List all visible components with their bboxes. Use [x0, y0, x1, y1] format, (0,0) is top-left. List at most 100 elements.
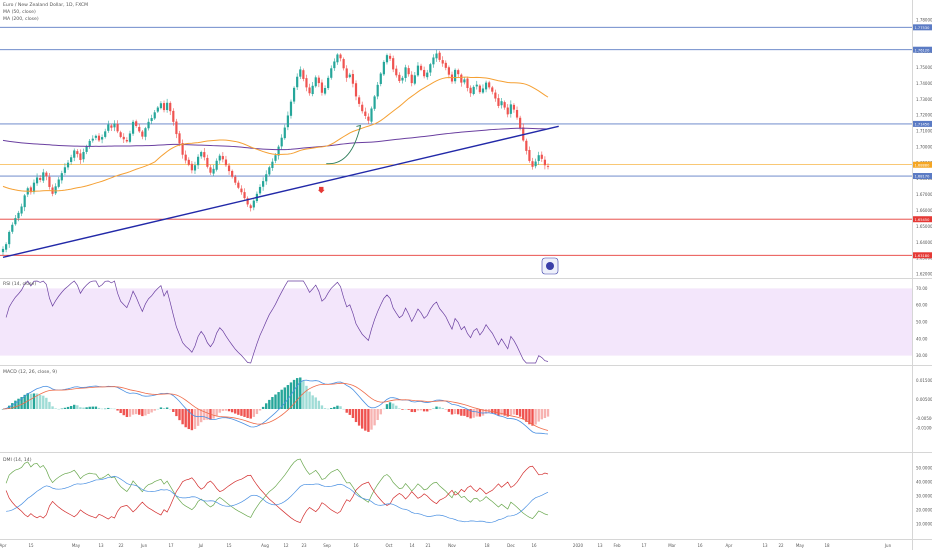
- macd-hist-bar: [376, 409, 379, 421]
- candle-body: [500, 101, 503, 106]
- macd-axis-tick-2: -0.00500: [916, 416, 932, 421]
- macd-hist-bar: [326, 408, 330, 410]
- macd-hist-bar: [100, 408, 104, 410]
- candle-body: [543, 159, 547, 166]
- macd-hist-bar: [76, 405, 79, 409]
- candle-body: [546, 165, 550, 167]
- candle-body: [175, 121, 178, 135]
- candle-body: [231, 170, 234, 177]
- macd-hist-bar: [38, 394, 42, 409]
- macd-hist-bar: [97, 407, 101, 409]
- macd-hist-bar: [14, 400, 17, 409]
- macd-hist-bar: [17, 398, 20, 409]
- candle-body: [212, 168, 215, 174]
- macd-hist-bar: [339, 406, 342, 409]
- ma50-legend: MA (50, close): [3, 10, 36, 15]
- candle-body: [333, 61, 336, 69]
- candle-body: [181, 143, 184, 155]
- x-axis-tick-10: 12: [283, 543, 289, 548]
- candle-body: [224, 159, 228, 166]
- macd-hist-bar: [320, 405, 324, 409]
- x-axis-tick-14: Oct: [386, 543, 393, 548]
- macd-hist-bar: [512, 409, 516, 415]
- candle-body: [345, 68, 348, 78]
- macd-hist-bar: [271, 397, 274, 409]
- macd-hist-bar: [401, 409, 404, 410]
- candle-body: [317, 77, 320, 84]
- macd-hist-bar: [314, 397, 317, 409]
- macd-hist-bar: [48, 401, 51, 409]
- candle-body: [416, 65, 420, 76]
- candle-body: [79, 153, 82, 160]
- macd-hist-bar: [531, 409, 534, 426]
- macd-hist-bar: [543, 409, 547, 419]
- candle-body: [519, 117, 522, 129]
- candle-body: [206, 157, 209, 167]
- macd-hist-bar: [289, 382, 293, 409]
- candle-body: [373, 96, 376, 109]
- macd-hist-bar: [460, 409, 463, 416]
- macd-hist-bar: [11, 403, 14, 409]
- macd-hist-bar: [57, 408, 60, 410]
- macd-hist-bar: [187, 409, 190, 430]
- macd-hist-bar: [323, 408, 327, 409]
- macd-hist-bar: [169, 408, 172, 410]
- candle-body: [42, 172, 45, 181]
- candle-body: [364, 111, 367, 116]
- candle-body: [398, 74, 401, 82]
- macd-hist-bar: [265, 403, 268, 409]
- level-tag-text-4: 1.68170: [915, 175, 931, 179]
- macd-hist-bar: [484, 409, 488, 414]
- macd-hist-bar: [116, 409, 119, 411]
- macd-hist-bar: [494, 409, 497, 414]
- macd-hist-bar: [159, 407, 163, 409]
- candle-body: [141, 131, 144, 137]
- macd-hist-bar: [54, 408, 57, 409]
- candle-body: [314, 77, 317, 87]
- candle-body: [469, 87, 472, 94]
- macd-hist-bar: [475, 409, 478, 417]
- macd-hist-bar: [79, 407, 82, 409]
- macd-hist-bar: [85, 407, 88, 409]
- macd-hist-bar: [258, 409, 262, 411]
- x-axis-tick-31: 18: [824, 543, 830, 548]
- candle-body: [367, 116, 370, 121]
- candle-body: [296, 76, 299, 88]
- macd-hist-bar: [1, 409, 5, 410]
- macd-hist-bar: [125, 409, 129, 418]
- x-axis-tick-8: 15: [226, 543, 232, 548]
- rsi-line: [5, 280, 549, 364]
- x-axis-tick-32: Jun: [884, 543, 892, 548]
- candle-body: [203, 152, 206, 158]
- macd-hist-bar: [212, 409, 215, 419]
- candle-body: [91, 138, 94, 141]
- x-axis-tick-18: 18: [484, 543, 490, 548]
- candle-body: [274, 155, 277, 161]
- macd-hist-bar: [234, 409, 237, 414]
- macd-hist-bar: [361, 409, 364, 429]
- macd-hist-bar: [221, 409, 225, 412]
- macd-axis-tick-1: 0.00500: [916, 397, 932, 402]
- candle-body: [370, 108, 373, 122]
- price-axis-tick: 1.74000: [916, 81, 932, 86]
- macd-hist-bar: [453, 409, 457, 415]
- macd-hist-bar: [255, 409, 259, 415]
- candle-body: [237, 182, 240, 188]
- dmi-axis-tick-1: 40.0000: [916, 480, 932, 485]
- symbol-title: Euro / New Zealand Dollar, 1D, FXCM: [3, 3, 89, 8]
- candle-body: [361, 104, 364, 112]
- candle-body: [432, 57, 435, 65]
- macd-hist-bar: [268, 399, 271, 409]
- candle-body: [354, 83, 358, 97]
- candle-body: [196, 156, 200, 166]
- macd-hist-bar: [193, 409, 197, 430]
- projection-arrow-head: [356, 124, 361, 130]
- macd-hist-bar: [432, 408, 435, 409]
- candle-body: [441, 60, 444, 64]
- candle-body: [351, 74, 355, 84]
- x-axis-tick-29: 22: [778, 543, 784, 548]
- candle-body: [320, 82, 324, 93]
- macd-hist-bar: [491, 409, 494, 414]
- candle-body: [39, 177, 42, 180]
